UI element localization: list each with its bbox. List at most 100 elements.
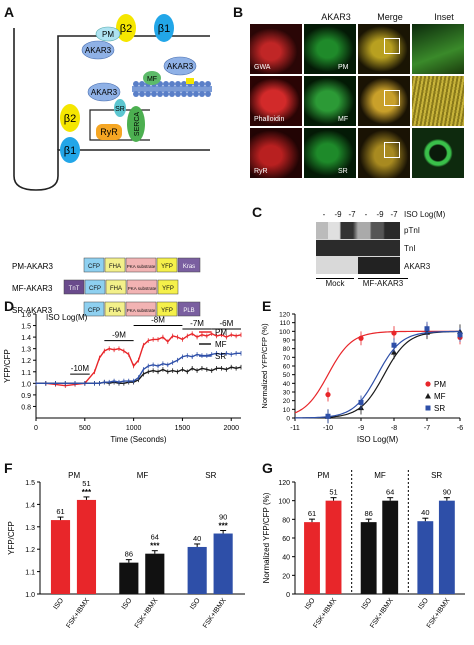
sr-anchor [114, 99, 126, 117]
band-label-tni: TnI [404, 244, 416, 253]
legend-label: SR [434, 404, 445, 413]
micrograph [250, 24, 302, 74]
mf-label: MF [147, 76, 157, 83]
data-point [424, 326, 430, 332]
y-tick-label: 100 [279, 329, 290, 336]
y-axis-label: Normalized YFP/CFP (%) [260, 323, 269, 409]
band-label-ptni: pTnI [404, 226, 421, 235]
legend-marker [425, 405, 431, 411]
construct-domain [84, 279, 106, 295]
y-tick-label: 50 [283, 372, 291, 379]
y-tick-label: 1.3 [25, 525, 35, 532]
y-axis-label: YFP/CFP [3, 349, 12, 383]
akar3-sr-label: AKAR3 [91, 88, 118, 97]
significance-stars: *** [150, 542, 160, 551]
panel-b-images: AKAR3 Merge Inset GWA PM Phalloidin MF RyR SR [250, 6, 472, 178]
group-label: SR [431, 471, 442, 480]
y-tick-label: 40 [283, 381, 291, 388]
sr-membrane-lower [89, 122, 150, 141]
chart-d-timecourse: 0.8 0.9 1.0 1.1 1.2 1.3 1.4 1.5 1.6 0 500 1000 1500 2… [3, 312, 242, 444]
y-tick-label: 100 [278, 499, 290, 506]
y-tick-label: 120 [278, 480, 290, 487]
dose-label: -9 [334, 210, 342, 219]
y-tick-label: 1.5 [21, 324, 31, 331]
y-axis-label: YFP/CFP [7, 521, 16, 555]
fit-curve-pm [294, 330, 461, 414]
x-tick-label: ISO [361, 597, 374, 611]
x-tick-label: -9 [358, 425, 364, 432]
data-point [457, 332, 463, 338]
group-mock: Mock [316, 278, 354, 288]
n-label: 86 [125, 550, 133, 559]
chart-f-bars: 1.01.11.21.31.41.5YFP/CFP61ISO51***FSK+I… [7, 471, 245, 630]
serca-pump [127, 106, 145, 142]
y-tick-label: 1.6 [21, 312, 31, 319]
domain-label: PKA substrate [127, 308, 156, 313]
n-label: 51 [82, 479, 90, 488]
dose-label: - [322, 210, 326, 219]
bar [119, 562, 139, 594]
n-label: 86 [364, 509, 372, 518]
micrograph [412, 24, 464, 74]
construct-domain [177, 257, 201, 273]
mf-anchor [143, 71, 161, 85]
stain-label: RyR [254, 168, 268, 175]
n-label: 51 [329, 488, 337, 497]
x-tick-label: FSK+IBMX [426, 597, 452, 630]
x-tick-label: FSK+IBMX [134, 597, 160, 630]
dose-annotation: -10M [71, 364, 90, 373]
group-mf-akar3: MF-AKAR3 [358, 278, 408, 288]
serca-label: SERCA [134, 112, 141, 136]
domain-label: CFP [88, 308, 100, 314]
construct-name: PM-AKAR3 [12, 262, 53, 271]
domain-label: PKA substrate [128, 286, 157, 291]
y-tick-label: 80 [283, 346, 291, 353]
bar [145, 553, 165, 594]
sensor-label: MF [338, 116, 349, 123]
construct-domain [177, 301, 201, 317]
data-point [391, 330, 397, 336]
panel-a-schematic: β2 β1 PM AKAR3 MF AKAR3 AKAR3 SR SERCA β… [13, 14, 212, 191]
x-tick-label: 1000 [126, 425, 142, 432]
legend-label: PM [215, 328, 227, 337]
pm-label: PM [102, 30, 114, 39]
n-label: 40 [421, 508, 429, 517]
iso-header: ISO Log(M) [46, 313, 88, 322]
x-tick-label: ISO [121, 597, 134, 611]
x-tick-label: -8 [391, 425, 397, 432]
construct-name: MF-AKAR3 [12, 284, 53, 293]
x-tick-label: 0 [34, 425, 38, 432]
construct-domain [157, 279, 179, 295]
y-tick-label: 1.4 [25, 502, 35, 509]
legend-label: SR [215, 352, 226, 361]
fit-curve-sr [294, 330, 461, 419]
sensor-label: SR [338, 168, 348, 175]
x-tick-label: -10 [323, 425, 333, 432]
y-tick-label: 20 [282, 573, 290, 580]
construct-domain [126, 279, 158, 295]
n-label: 61 [308, 509, 316, 518]
legend-label: MF [215, 340, 227, 349]
band-label-akar3: AKAR3 [404, 262, 431, 271]
col-header-inset: Inset [434, 12, 454, 22]
n-label: 90 [443, 488, 451, 497]
panel-c-western: ISO Log(M) - -9 -7- -9 -7 pTnI TnI AKAR3 Moc… [308, 208, 474, 304]
micrograph [250, 76, 302, 126]
sr-label: SR [115, 106, 125, 113]
domain-label: YFP [161, 308, 173, 314]
y-tick-label: 0 [286, 416, 290, 423]
bar [325, 500, 342, 594]
sensor-label: PM [338, 64, 349, 71]
dose-label: - [364, 210, 368, 219]
construct-domain [63, 279, 85, 295]
group-label: SR [205, 471, 216, 480]
y-tick-label: 20 [283, 398, 291, 405]
x-tick-label: -6 [457, 425, 463, 432]
sr-membrane [89, 109, 150, 122]
group-label: MF [374, 471, 386, 480]
domain-label: PLB [183, 308, 194, 314]
bar [213, 533, 233, 594]
membrane-outline [13, 28, 210, 191]
beta1-receptor-top [154, 14, 174, 42]
